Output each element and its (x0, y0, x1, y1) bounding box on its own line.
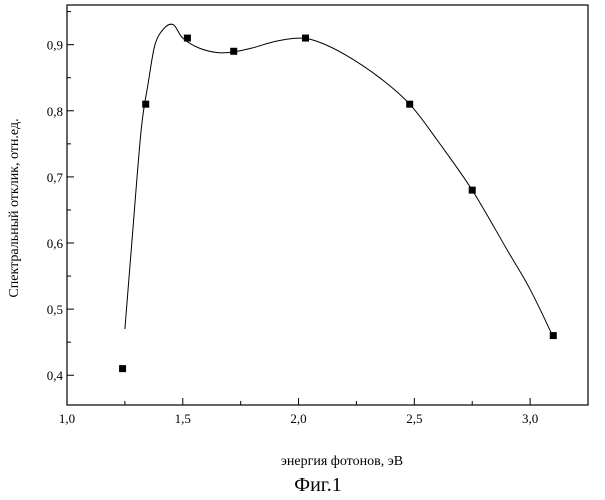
data-points-layer (119, 35, 557, 373)
figure-caption: Фиг.1 (294, 474, 341, 496)
y-tick-label: 0,6 (47, 236, 64, 251)
x-axis-ticks: 1,0 1,5 2,0 2,5 3,0 (59, 398, 538, 426)
data-point (119, 365, 126, 372)
y-tick-label: 0,7 (47, 170, 64, 185)
y-tick-label: 0,5 (47, 302, 63, 317)
x-tick-label: 1,5 (175, 411, 191, 426)
y-tick-label: 0,8 (47, 104, 63, 119)
x-tick-label: 2,0 (290, 411, 306, 426)
x-axis-label: энергия фотонов, эВ (281, 454, 403, 469)
plot-border (67, 5, 588, 405)
data-point (184, 35, 191, 42)
data-point (469, 187, 476, 194)
data-point (302, 35, 309, 42)
data-point (230, 48, 237, 55)
data-point (550, 332, 557, 339)
fit-curve-layer (125, 24, 551, 332)
y-axis-ticks: 0,4 0,5 0,6 0,7 0,8 0,9 (47, 12, 74, 384)
fit-curve-line (125, 24, 551, 332)
x-tick-label: 3,0 (522, 411, 538, 426)
y-tick-label: 0,9 (47, 38, 63, 53)
y-axis-label: Спектральный отклик, отн.ед. (7, 118, 22, 297)
y-tick-label: 0,4 (47, 368, 64, 383)
x-tick-label: 2,5 (406, 411, 422, 426)
x-tick-label: 1,0 (59, 411, 75, 426)
data-point (406, 101, 413, 108)
data-point (142, 101, 149, 108)
plot-frame (67, 5, 588, 405)
